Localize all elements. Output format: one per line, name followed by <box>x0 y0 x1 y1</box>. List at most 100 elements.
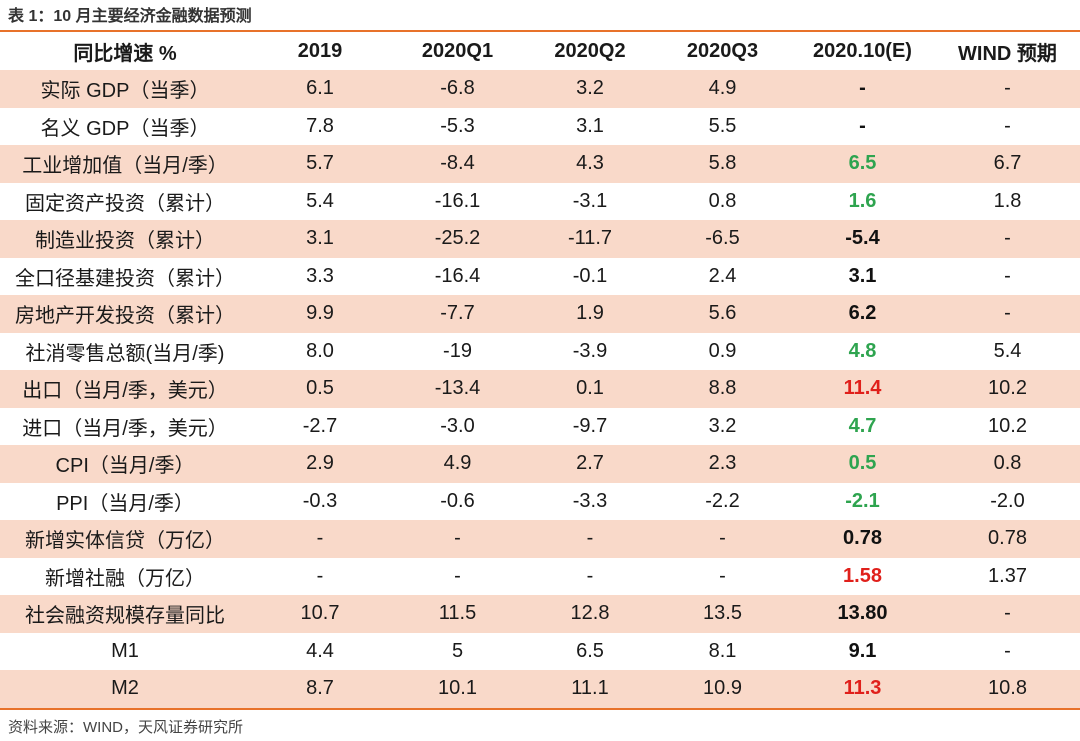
value-2020q1: 5 <box>390 632 525 670</box>
value-2019: 4.4 <box>250 632 390 670</box>
value-2020-10-estimate: 1.6 <box>790 182 935 220</box>
value-2020-10-estimate: - <box>790 70 935 108</box>
value-2020q1: -6.8 <box>390 70 525 108</box>
value-2020-10-estimate: 6.2 <box>790 295 935 333</box>
value-wind-expectation: - <box>935 595 1080 633</box>
value-2020q2: -3.1 <box>525 182 655 220</box>
value-wind-expectation: - <box>935 107 1080 145</box>
row-label: 房地产开发投资（累计） <box>0 295 250 333</box>
value-2019: 8.0 <box>250 332 390 370</box>
value-2020q2: -0.1 <box>525 257 655 295</box>
source-note: 资料来源：WIND，天风证券研究所 <box>8 719 243 736</box>
value-2020q1: -16.4 <box>390 257 525 295</box>
value-2020q1: -7.7 <box>390 295 525 333</box>
value-2020q1: - <box>390 557 525 595</box>
value-2020-10-estimate: 11.3 <box>790 670 935 708</box>
value-wind-expectation: - <box>935 220 1080 258</box>
value-2020q2: -9.7 <box>525 407 655 445</box>
table-row: 新增实体信贷（万亿） - - - -0.78 0.78 <box>0 520 1080 558</box>
table-row: PPI（当月/季） -0.3 -0.6 -3.3 -2.2 -2.1 -2.0 <box>0 482 1080 520</box>
value-wind-expectation: 0.78 <box>935 520 1080 558</box>
value-2020q2: 2.7 <box>525 445 655 483</box>
value-2020q3: 8.1 <box>655 632 790 670</box>
value-2019: -0.3 <box>250 482 390 520</box>
table-row: CPI（当月/季） 2.9 4.9 2.7 2.3 0.5 0.8 <box>0 445 1080 483</box>
value-2020q3: 5.5 <box>655 107 790 145</box>
value-2019: 3.3 <box>250 257 390 295</box>
row-label: M1 <box>0 632 250 670</box>
value-2020-10-estimate: 13.80 <box>790 595 935 633</box>
value-2020-10-estimate: 4.7 <box>790 407 935 445</box>
table-row: 固定资产投资（累计） 5.4 -16.1 -3.1 0.8 1.6 1.8 <box>0 182 1080 220</box>
value-2020q1: 4.9 <box>390 445 525 483</box>
value-2019: 5.4 <box>250 182 390 220</box>
row-label: 新增社融（万亿） <box>0 557 250 595</box>
row-label: 全口径基建投资（累计） <box>0 257 250 295</box>
value-2020q3: 5.6 <box>655 295 790 333</box>
value-2020q2: - <box>525 557 655 595</box>
value-2020q3: 8.8 <box>655 370 790 408</box>
value-2020q2: 0.1 <box>525 370 655 408</box>
value-2019: - <box>250 557 390 595</box>
header-2020q1: 2020Q1 <box>421 39 494 62</box>
value-2020q1: -16.1 <box>390 182 525 220</box>
value-2020-10-estimate: 0.5 <box>790 445 935 483</box>
value-2020q1: -13.4 <box>390 370 525 408</box>
value-2020q3: 2.3 <box>655 445 790 483</box>
value-2020-10-estimate: 11.4 <box>790 370 935 408</box>
value-2020q1: 10.1 <box>390 670 525 708</box>
value-2019: 6.1 <box>250 70 390 108</box>
table-row: 实际 GDP（当季） 6.1 -6.8 3.2 4.9- - <box>0 70 1080 108</box>
value-2020q3: -2.2 <box>655 482 790 520</box>
value-2020q2: 6.5 <box>525 632 655 670</box>
row-label: 实际 GDP（当季） <box>0 70 250 108</box>
value-2020-10-estimate: - <box>790 107 935 145</box>
value-2020q3: 2.4 <box>655 257 790 295</box>
row-label: PPI（当月/季） <box>0 482 250 520</box>
value-2020-10-estimate: 3.1 <box>790 257 935 295</box>
value-2020q3: 13.5 <box>655 595 790 633</box>
value-2020q3: -6.5 <box>655 220 790 258</box>
header-2020q3: 2020Q3 <box>686 39 759 62</box>
table-row: 全口径基建投资（累计） 3.3 -16.4 -0.1 2.4 3.1- <box>0 257 1080 295</box>
value-2019: 10.7 <box>250 595 390 633</box>
value-2020q2: 4.3 <box>525 145 655 183</box>
value-wind-expectation: 1.8 <box>935 182 1080 220</box>
forecast-table-wrapper: 同比增速 % 2019 2020Q1 2020Q2 2020Q3 2020.10… <box>0 30 1080 710</box>
header-wind-expectation: WIND 预期 <box>958 42 1057 65</box>
value-2020-10-estimate: 9.1 <box>790 632 935 670</box>
value-2020q2: -11.7 <box>525 220 655 258</box>
value-2020q3: - <box>655 557 790 595</box>
value-wind-expectation: - <box>935 295 1080 333</box>
table-row: 进口（当月/季，美元） -2.7 -3.0 -9.7 3.2 4.7 10.2 <box>0 407 1080 445</box>
value-2020q1: 11.5 <box>390 595 525 633</box>
value-wind-expectation: 1.37 <box>935 557 1080 595</box>
value-2020q3: 5.8 <box>655 145 790 183</box>
value-2019: - <box>250 520 390 558</box>
table-row: 工业增加值（当月/季） 5.7 -8.4 4.3 5.8 6.5 6.7 <box>0 145 1080 183</box>
value-2020q2: 12.8 <box>525 595 655 633</box>
row-label: 制造业投资（累计） <box>0 220 250 258</box>
value-2020q1: -0.6 <box>390 482 525 520</box>
header-2020q2: 2020Q2 <box>554 39 626 62</box>
value-2020-10-estimate: 1.58 <box>790 557 935 595</box>
value-2019: 5.7 <box>250 145 390 183</box>
table-row: 社会融资规模存量同比 10.7 11.5 12.8 13.5 13.80- <box>0 595 1080 633</box>
header-indicator: 同比增速 % <box>73 42 177 65</box>
value-2020q3: 4.9 <box>655 70 790 108</box>
value-2020-10-estimate: 6.5 <box>790 145 935 183</box>
value-2020q2: 3.2 <box>525 70 655 108</box>
table-row: 制造业投资（累计） 3.1 -25.2 -11.7 -6.5 -5.4- <box>0 220 1080 258</box>
value-wind-expectation: 10.2 <box>935 370 1080 408</box>
row-label: 社会融资规模存量同比 <box>0 595 250 633</box>
value-2020q2: 1.9 <box>525 295 655 333</box>
row-label: 新增实体信贷（万亿） <box>0 520 250 558</box>
value-2020q2: -3.3 <box>525 482 655 520</box>
value-2019: 2.9 <box>250 445 390 483</box>
table-row: 社消零售总额(当月/季) 8.0 -19 -3.9 0.9 4.8 5.4 <box>0 332 1080 370</box>
value-2020q1: -3.0 <box>390 407 525 445</box>
value-2019: -2.7 <box>250 407 390 445</box>
value-2020q1: -8.4 <box>390 145 525 183</box>
value-wind-expectation: 0.8 <box>935 445 1080 483</box>
value-2020q2: - <box>525 520 655 558</box>
